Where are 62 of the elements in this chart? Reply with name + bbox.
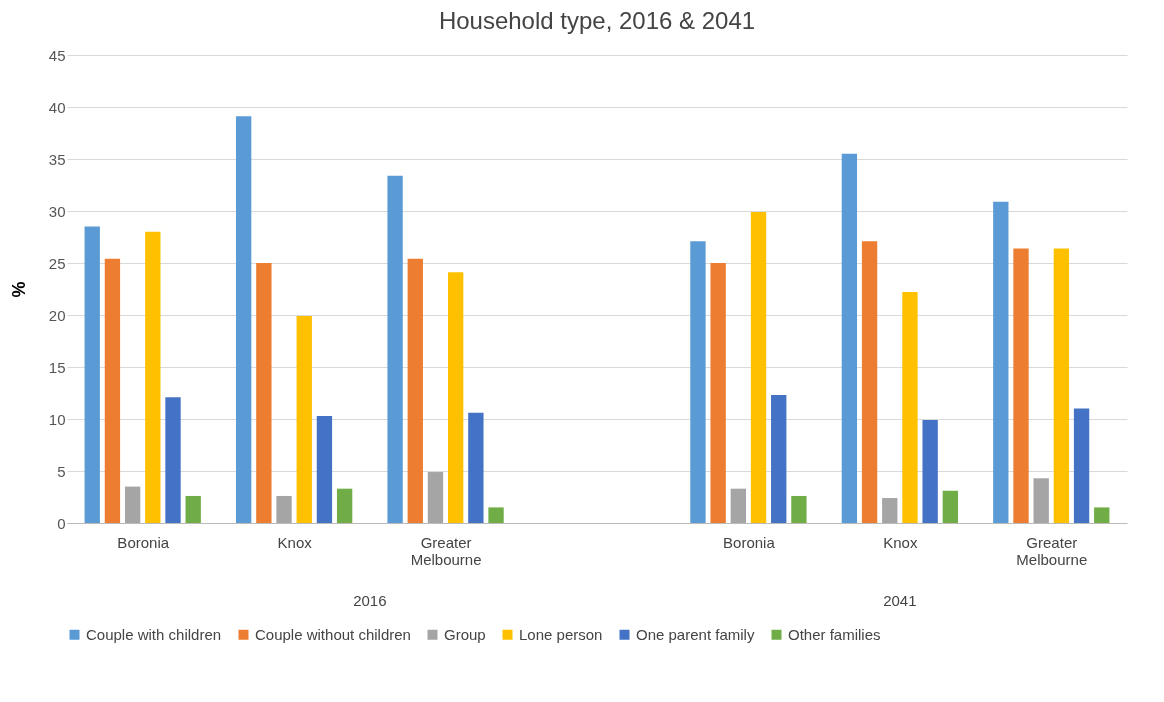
bar	[942, 490, 959, 523]
bar	[1033, 478, 1049, 523]
bar	[185, 495, 201, 523]
bar	[256, 263, 272, 523]
bar	[235, 116, 252, 523]
bar	[387, 175, 403, 523]
y-tick-label: 30	[48, 202, 66, 220]
bar	[710, 263, 726, 523]
bar	[771, 395, 787, 523]
y-tick-label: 40	[48, 98, 66, 116]
bar	[145, 231, 161, 523]
bar	[902, 292, 918, 523]
x-tick-label: Knox	[883, 533, 918, 551]
legend-label: Group	[444, 625, 486, 643]
y-axis-title: %	[8, 281, 29, 298]
legend-label: Couple without children	[255, 625, 411, 643]
legend-label: Couple with children	[86, 625, 222, 643]
bar	[1073, 408, 1090, 523]
bar	[407, 258, 423, 523]
bar	[427, 472, 444, 523]
x-tick-label: Boronia	[117, 533, 170, 551]
bar	[1094, 507, 1110, 523]
bar	[861, 241, 878, 523]
y-tick-label: 35	[48, 150, 66, 168]
bar	[468, 412, 484, 523]
x-tick-label: Greater Melbourne	[410, 533, 482, 568]
legend-label: One parent family	[636, 625, 755, 643]
bar	[750, 212, 767, 523]
bar	[104, 258, 121, 523]
y-tick-label: 20	[48, 306, 66, 324]
bar	[165, 397, 181, 523]
bar	[841, 153, 858, 523]
y-tick-label: 5	[57, 462, 66, 480]
bar	[276, 495, 292, 523]
y-tick-label: 0	[57, 514, 66, 532]
y-tick-label: 15	[48, 358, 66, 376]
x-tick-label: Boronia	[723, 533, 776, 551]
bar	[1013, 248, 1029, 523]
bar	[922, 420, 938, 523]
bar	[124, 486, 141, 523]
bar	[447, 272, 464, 523]
bar	[1053, 248, 1070, 523]
chart-title: Household type, 2016 & 2041	[438, 7, 756, 34]
bar	[296, 316, 312, 523]
bar	[730, 488, 747, 523]
bar	[84, 226, 100, 523]
legend-label: Lone person	[519, 625, 603, 643]
bar	[316, 415, 333, 523]
text: 2016	[353, 592, 387, 609]
bar	[791, 495, 807, 523]
text: 2041	[883, 592, 917, 609]
x-tick-label: Greater Melbourne	[1016, 533, 1088, 568]
y-tick-label: 25	[48, 254, 66, 272]
x-tick-label: Knox	[277, 533, 313, 551]
y-tick-label: 10	[48, 410, 66, 428]
bar	[993, 201, 1009, 523]
bar	[690, 241, 706, 523]
legend-label: Other families	[788, 625, 881, 643]
bar	[488, 507, 504, 523]
bar	[882, 498, 898, 523]
y-tick-label: 45	[48, 46, 66, 64]
bar	[336, 488, 353, 523]
